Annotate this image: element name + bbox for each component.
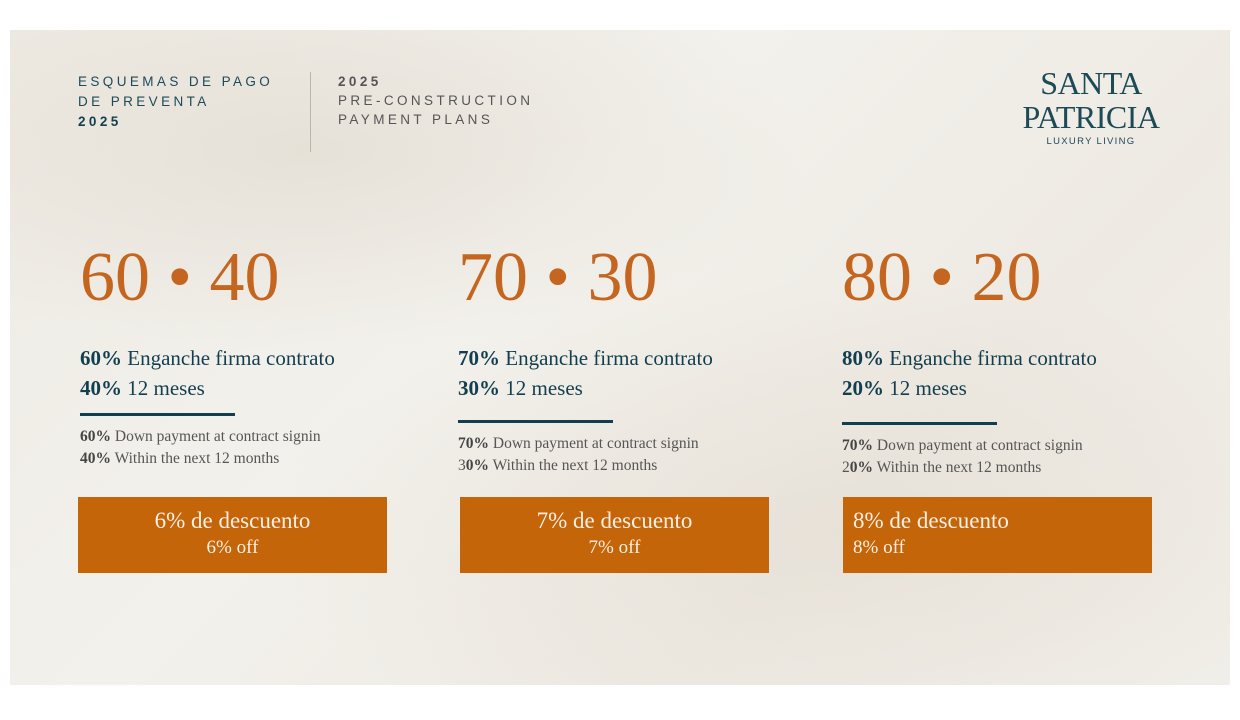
header-en-line1: PRE-CONSTRUCTION [338,93,534,108]
term-text: Within the next 12 months [489,457,658,474]
pct: 70% [842,437,873,454]
logo-name: SANTA PATRICIA [1022,65,1160,135]
term-text: Enganche firma contrato [884,346,1097,370]
header-en-year: 2025 [338,74,382,89]
plan-ratio: 70 • 30 [458,239,658,316]
pct: 60% [80,428,111,445]
discount-es: 8% de descuento [853,508,1009,533]
discount-en: 6% off [206,537,259,558]
pct: 80% [842,346,884,370]
term-text: Down payment at contract signin [873,437,1083,454]
pct: 0% [849,459,873,476]
pct-prefix: 3 [458,457,466,474]
pct: 70% [458,435,489,452]
header-es-line1: ESQUEMAS DE PAGO [78,74,274,89]
term-text: 12 meses [500,376,583,400]
header-es-year: 2025 [78,114,122,129]
term-text: Down payment at contract signin [489,435,699,452]
divider-rule [842,422,997,425]
term-text: Within the next 12 months [873,459,1042,476]
pct: 40% [80,450,111,467]
pct: 60% [80,346,122,370]
discount-es: 6% de descuento [154,508,311,533]
plan-card-60-40: 60 • 40 60% Enganche firma contrato 40% … [80,238,400,470]
plan-spanish-terms: 80% Enganche firma contrato 20% 12 meses [842,343,1162,403]
plan-english-terms: 70% Down payment at contract signin 30% … [458,433,778,477]
term-text: 12 meses [122,376,205,400]
plan-spanish-terms: 60% Enganche firma contrato 40% 12 meses [80,343,400,403]
slide: ESQUEMAS DE PAGO DE PREVENTA 2025 2025 P… [10,30,1230,685]
pct: 40% [80,376,122,400]
discount-badge: 6% de descuento 6% off [78,497,387,573]
pct: 70% [458,346,500,370]
header-en-line2: PAYMENT PLANS [338,112,494,127]
plan-card-70-30: 70 • 30 70% Enganche firma contrato 30% … [458,238,778,477]
pct: 0% [465,457,489,474]
pct: 20% [842,376,884,400]
header-es-line2: DE PREVENTA [78,94,210,109]
discount-en: 7% off [588,537,641,558]
term-text: Within the next 12 months [111,450,280,467]
divider-rule [458,420,613,423]
term-text: Down payment at contract signin [111,428,321,445]
plan-card-80-20: 80 • 20 80% Enganche firma contrato 20% … [842,238,1162,479]
discount-en: 8% off [853,537,905,558]
term-text: 12 meses [884,376,967,400]
divider-rule [80,413,235,416]
plan-english-terms: 70% Down payment at contract signin 20% … [842,435,1162,479]
term-text: Enganche firma contrato [500,346,713,370]
term-text: Enganche firma contrato [122,346,335,370]
discount-badge: 8% de descuento 8% off [843,497,1152,573]
discount-es: 7% de descuento [536,508,693,533]
plan-ratio: 80 • 20 [842,239,1042,316]
pct: 30% [458,376,500,400]
header-divider [310,72,311,152]
plan-english-terms: 60% Down payment at contract signin 40% … [80,426,400,470]
header-spanish: ESQUEMAS DE PAGO DE PREVENTA 2025 [78,72,273,132]
header-english: 2025 PRE-CONSTRUCTION PAYMENT PLANS [338,72,533,129]
logo-tagline: LUXURY LIVING [1046,136,1136,147]
plan-ratio: 60 • 40 [80,239,280,316]
brand-logo: SANTA PATRICIA LUXURY LIVING [978,66,1204,147]
discount-badge: 7% de descuento 7% off [460,497,769,573]
pct-prefix: 2 [842,459,850,476]
plan-spanish-terms: 70% Enganche firma contrato 30% 12 meses [458,343,778,403]
